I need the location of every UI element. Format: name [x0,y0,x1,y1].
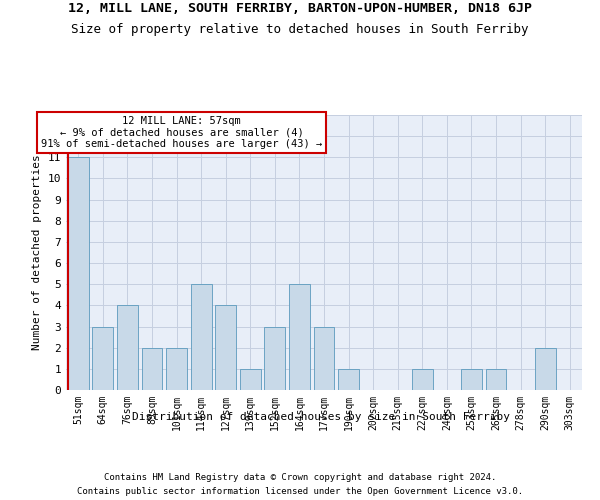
Bar [314,326,334,390]
Bar [289,284,310,390]
Bar [191,284,212,390]
Text: 12, MILL LANE, SOUTH FERRIBY, BARTON-UPON-HUMBER, DN18 6JP: 12, MILL LANE, SOUTH FERRIBY, BARTON-UPO… [68,2,532,16]
Bar [412,369,433,390]
Bar [535,348,556,390]
Bar [215,306,236,390]
Bar [142,348,163,390]
Bar [485,369,506,390]
Bar [117,306,138,390]
Text: Contains public sector information licensed under the Open Government Licence v3: Contains public sector information licen… [77,488,523,496]
Bar [265,326,286,390]
Text: Size of property relative to detached houses in South Ferriby: Size of property relative to detached ho… [71,22,529,36]
Bar [92,326,113,390]
Bar [240,369,261,390]
Text: 12 MILL LANE: 57sqm
← 9% of detached houses are smaller (4)
91% of semi-detached: 12 MILL LANE: 57sqm ← 9% of detached hou… [41,116,322,150]
Bar [338,369,359,390]
Bar [68,158,89,390]
Bar [166,348,187,390]
Y-axis label: Number of detached properties: Number of detached properties [32,154,42,350]
Text: Contains HM Land Registry data © Crown copyright and database right 2024.: Contains HM Land Registry data © Crown c… [104,472,496,482]
Text: Distribution of detached houses by size in South Ferriby: Distribution of detached houses by size … [132,412,510,422]
Bar [461,369,482,390]
